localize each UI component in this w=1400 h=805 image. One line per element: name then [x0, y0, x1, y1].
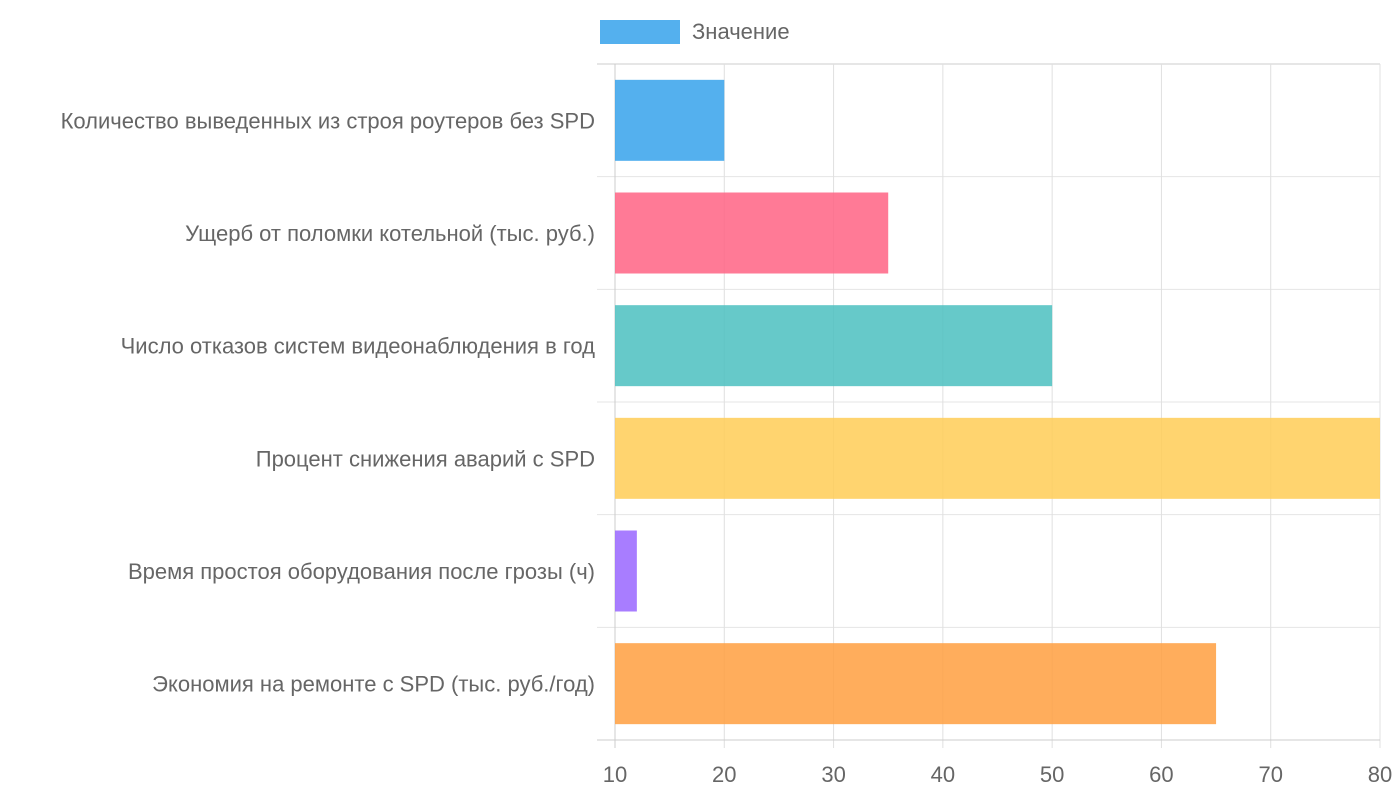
- bar[interactable]: [615, 643, 1217, 725]
- legend[interactable]: Значение: [600, 19, 790, 44]
- x-tick-labels: 10 20 30 40 50 60 70 80: [603, 762, 1392, 787]
- grid: [597, 63, 1381, 748]
- category-label: Экономия на ремонте с SPD (тыс. руб./год…: [152, 672, 595, 697]
- x-tick-label: 60: [1149, 762, 1173, 787]
- x-tick-label: 70: [1258, 762, 1282, 787]
- bar[interactable]: [615, 305, 1053, 387]
- bar[interactable]: [615, 79, 725, 161]
- category-label: Количество выведенных из строя роутеров …: [61, 108, 595, 133]
- x-tick-label: 30: [821, 762, 845, 787]
- bars: [615, 79, 1380, 725]
- legend-swatch[interactable]: [600, 20, 680, 44]
- category-label: Число отказов систем видеонаблюдения в г…: [121, 334, 596, 359]
- category-label: Процент снижения аварий с SPD: [256, 446, 595, 471]
- x-tick-label: 40: [931, 762, 955, 787]
- bar[interactable]: [615, 530, 637, 612]
- x-tick-label: 80: [1368, 762, 1392, 787]
- category-label: Время простоя оборудования после грозы (…: [128, 559, 595, 584]
- category-label: Ущерб от поломки котельной (тыс. руб.): [185, 221, 595, 246]
- category-labels: Количество выведенных из строя роутеров …: [61, 108, 596, 696]
- x-tick-label: 10: [603, 762, 627, 787]
- x-tick-label: 50: [1040, 762, 1064, 787]
- bar[interactable]: [615, 192, 889, 274]
- legend-label[interactable]: Значение: [692, 19, 790, 44]
- bar[interactable]: [615, 417, 1380, 499]
- x-tick-label: 20: [712, 762, 736, 787]
